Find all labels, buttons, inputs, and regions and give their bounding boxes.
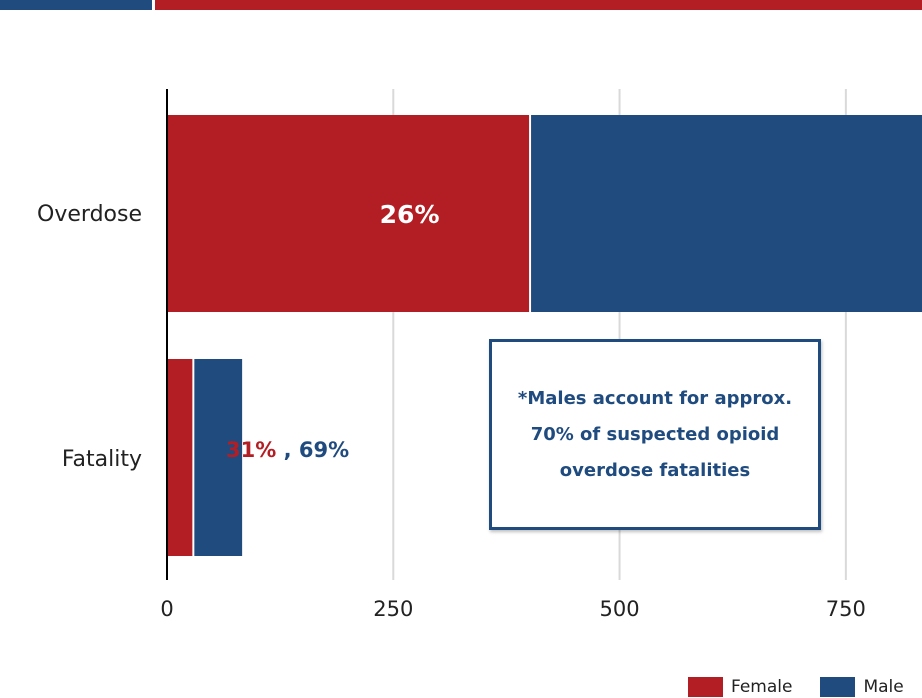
x-tick-label: 250 <box>373 597 413 621</box>
data-labels: 26%74%31% , 69% <box>226 200 440 462</box>
legend-swatch-female <box>688 677 723 697</box>
header-bar-blue <box>0 0 152 10</box>
category-label: Overdose <box>37 202 142 227</box>
annotation-line: 70% of suspected opioid <box>530 423 780 445</box>
category-label: Fatality <box>62 447 142 472</box>
legend-label-male: Male <box>863 677 904 697</box>
bar-fatality-male[interactable] <box>194 359 243 556</box>
legend-item-female[interactable]: Female <box>688 677 792 697</box>
data-label-fatality-female: 31% <box>226 438 276 462</box>
bar-overdose-male[interactable] <box>531 115 922 312</box>
data-label-overdose-female: 26% <box>380 200 440 229</box>
x-axis-ticks: 02505007501K1.25K1.5K1.75K <box>160 597 866 621</box>
bar-overdose-female[interactable] <box>167 115 530 312</box>
x-tick-label: 0 <box>160 597 173 621</box>
bar-fatality-female[interactable] <box>167 359 193 556</box>
annotation-line: *Males account for approx. <box>517 387 793 409</box>
x-tick-label: 750 <box>826 597 866 621</box>
legend: Female Male <box>688 676 922 698</box>
legend-swatch-male <box>820 677 856 697</box>
data-label-fatality-male: 69% <box>299 438 349 462</box>
category-labels: Overdose Fatality <box>37 202 142 472</box>
x-tick-label: 500 <box>600 597 640 621</box>
data-label-separator: , <box>276 438 299 462</box>
data-label-fatality: 31% , 69% <box>226 438 349 462</box>
annotation-line: overdose fatalities <box>559 459 751 481</box>
legend-label-female: Female <box>731 677 793 697</box>
header-bar-red <box>155 0 922 10</box>
annotation-box: *Males account for approx. 70% of suspec… <box>489 339 821 530</box>
bars <box>167 115 922 556</box>
legend-item-male[interactable]: Male <box>820 677 904 697</box>
